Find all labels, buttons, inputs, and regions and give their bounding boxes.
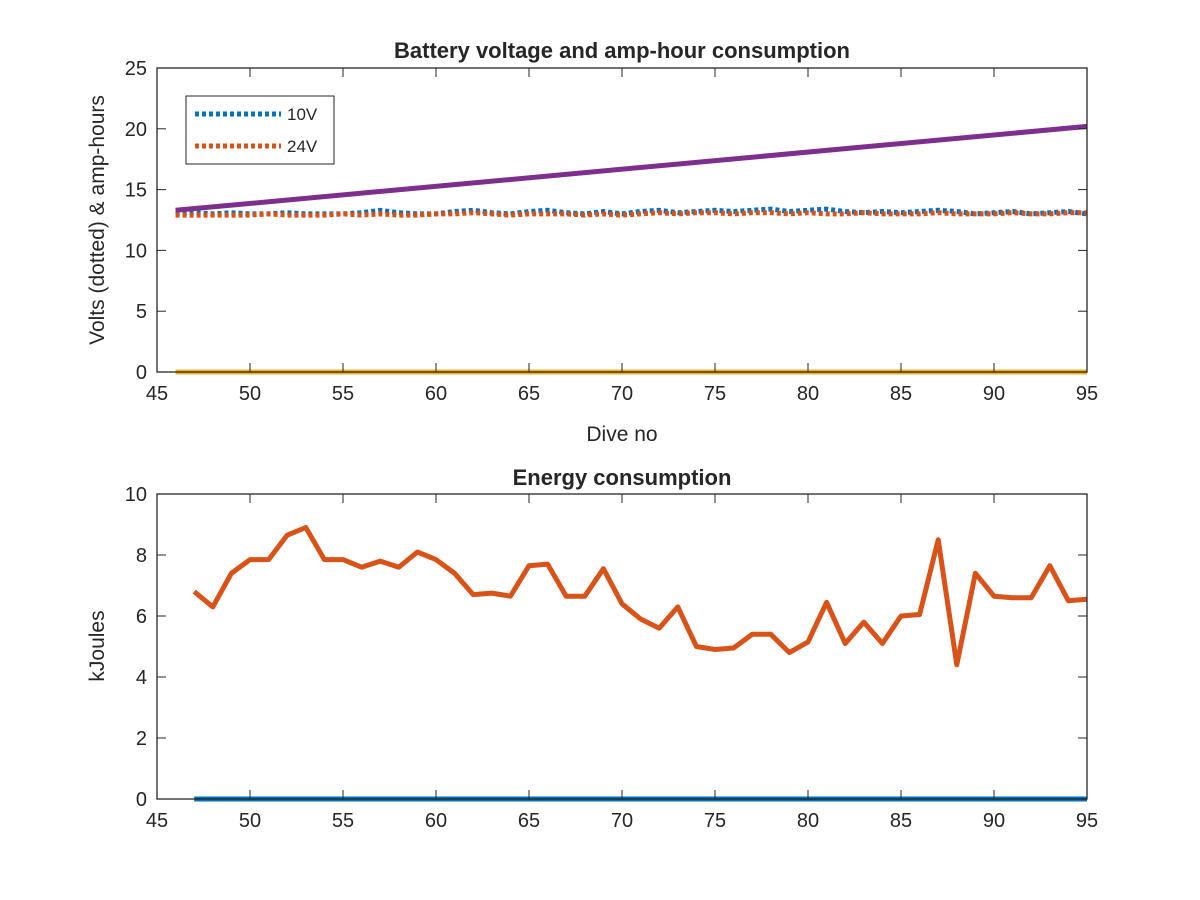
voltage-series-line-3 [175, 123, 1088, 213]
y-tick-label: 0 [136, 789, 147, 811]
y-tick-label: 5 [136, 301, 147, 323]
legend-box [185, 95, 335, 165]
y-tick-label: 20 [125, 119, 147, 141]
y-tick-label: 0 [136, 362, 147, 384]
legend-label-10v: 10V [287, 105, 318, 124]
legend: 10V 24V [185, 95, 335, 165]
x-tick-label: 55 [332, 383, 354, 405]
voltage-x-axis-label: Dive no [586, 423, 657, 446]
energy-series-line-1 [192, 525, 1088, 668]
energy-y-axis-label: kJoules [86, 610, 109, 681]
y-tick-label: 10 [125, 240, 147, 262]
x-tick-label: 60 [425, 383, 447, 405]
x-tick-label: 80 [797, 810, 819, 832]
x-tick-label: 80 [797, 383, 819, 405]
x-tick-label: 85 [890, 383, 912, 405]
x-tick-label: 65 [518, 810, 540, 832]
x-tick-label: 75 [704, 383, 726, 405]
x-tick-label: 90 [983, 383, 1005, 405]
y-tick-label: 6 [136, 606, 147, 628]
x-tick-label: 45 [146, 810, 168, 832]
y-tick-label: 10 [125, 484, 147, 506]
x-tick-label: 55 [332, 810, 354, 832]
voltage-chart: 45 50 55 60 65 70 75 80 85 90 95 0 5 10 15 20 25 Battery… [86, 38, 1098, 446]
x-tick-label: 45 [146, 383, 168, 405]
energy-chart-title: Energy consumption [513, 465, 732, 490]
y-tick-label: 15 [125, 180, 147, 202]
x-tick-label: 75 [704, 810, 726, 832]
voltage-chart-title: Battery voltage and amp-hour consumption [394, 38, 850, 63]
voltage-series-24v [175, 210, 1087, 218]
x-tick-label: 70 [611, 383, 633, 405]
voltage-ticks-layer: 45 50 55 60 65 70 75 80 85 90 95 0 5 10 15 20 25 [125, 58, 1098, 405]
y-tick-label: 8 [136, 545, 147, 567]
x-tick-label: 95 [1076, 383, 1098, 405]
voltage-y-axis-label: Volts (dotted) & amp-hours [86, 95, 109, 345]
x-tick-label: 70 [611, 810, 633, 832]
y-tick-label: 25 [125, 58, 147, 80]
x-tick-label: 65 [518, 383, 540, 405]
x-tick-label: 95 [1076, 810, 1098, 832]
x-tick-label: 60 [425, 810, 447, 832]
y-tick-label: 2 [136, 728, 147, 750]
energy-chart: 45 50 55 60 65 70 75 80 85 90 95 0 2 4 6 8 10 Energy con… [86, 465, 1098, 832]
y-tick-label: 4 [136, 667, 147, 689]
x-tick-label: 50 [239, 383, 261, 405]
legend-label-24v: 24V [287, 137, 318, 156]
energy-ticks-layer: 45 50 55 60 65 70 75 80 85 90 95 0 2 4 6 8 10 [125, 484, 1098, 832]
x-tick-label: 85 [890, 810, 912, 832]
x-tick-label: 90 [983, 810, 1005, 832]
x-tick-label: 50 [239, 810, 261, 832]
